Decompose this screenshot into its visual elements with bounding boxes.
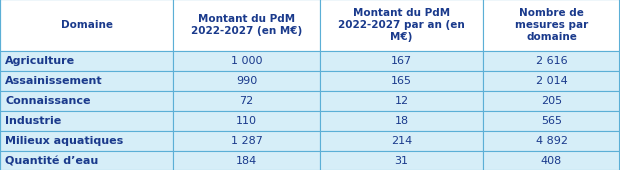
Bar [483,111,620,131]
Text: 4 892: 4 892 [536,136,567,146]
Text: 165: 165 [391,76,412,86]
Bar [320,71,483,91]
Text: 1 000: 1 000 [231,56,262,66]
Bar [173,151,320,170]
Bar [173,111,320,131]
Bar [483,151,620,170]
Bar [320,91,483,111]
Bar [0,91,173,111]
Bar [483,0,620,51]
Bar [173,131,320,151]
Text: 214: 214 [391,136,412,146]
Text: 110: 110 [236,116,257,126]
Bar [173,71,320,91]
Bar [483,91,620,111]
Bar [0,71,173,91]
Bar [173,91,320,111]
Text: 2 616: 2 616 [536,56,567,66]
Text: 2 014: 2 014 [536,76,567,86]
Text: Domaine: Domaine [61,20,112,30]
Text: 408: 408 [541,156,562,166]
Bar [320,0,483,51]
Text: 990: 990 [236,76,257,86]
Bar [0,111,173,131]
Text: Quantité d’eau: Quantité d’eau [5,156,98,166]
Text: 167: 167 [391,56,412,66]
Bar [320,151,483,170]
Text: 18: 18 [394,116,409,126]
Text: 12: 12 [394,96,409,106]
Text: Nombre de
mesures par
domaine: Nombre de mesures par domaine [515,8,588,42]
Text: Milieux aquatiques: Milieux aquatiques [5,136,123,146]
Text: Montant du PdM
2022-2027 (en M€): Montant du PdM 2022-2027 (en M€) [191,14,302,36]
Text: 184: 184 [236,156,257,166]
Bar [320,131,483,151]
Text: Assainissement: Assainissement [5,76,103,86]
Text: 565: 565 [541,116,562,126]
Bar [173,0,320,51]
Text: Montant du PdM
2022-2027 par an (en
M€): Montant du PdM 2022-2027 par an (en M€) [338,8,465,42]
Bar [0,51,173,71]
Text: Agriculture: Agriculture [5,56,75,66]
Bar [320,111,483,131]
Text: Connaissance: Connaissance [5,96,91,106]
Text: Industrie: Industrie [5,116,61,126]
Bar [0,0,173,51]
Bar [0,151,173,170]
Bar [320,51,483,71]
Text: 205: 205 [541,96,562,106]
Bar [483,51,620,71]
Text: 31: 31 [394,156,409,166]
Bar [173,51,320,71]
Bar [483,71,620,91]
Bar [0,131,173,151]
Text: 72: 72 [239,96,254,106]
Text: 1 287: 1 287 [231,136,262,146]
Bar [483,131,620,151]
